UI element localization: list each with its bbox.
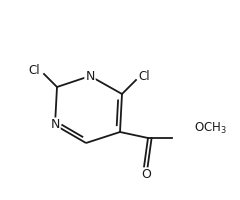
Text: N: N	[50, 118, 60, 132]
Text: Cl: Cl	[28, 64, 40, 76]
Text: O: O	[141, 168, 151, 181]
Text: N: N	[85, 70, 95, 82]
Text: OCH$_3$: OCH$_3$	[194, 120, 227, 136]
Text: Cl: Cl	[138, 70, 150, 82]
